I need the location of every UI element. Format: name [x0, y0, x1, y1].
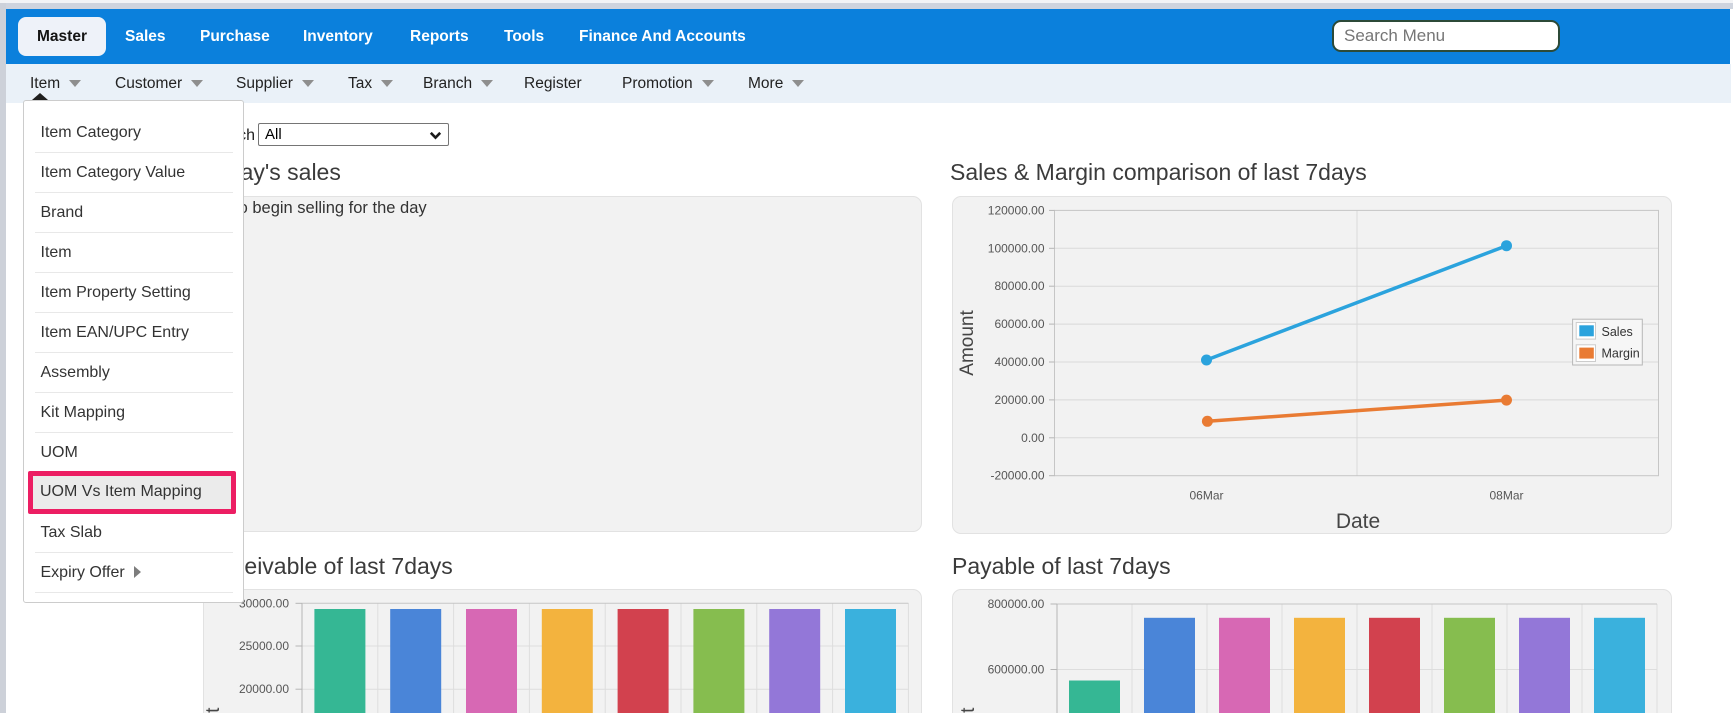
svg-text:20000.00: 20000.00 — [994, 393, 1044, 407]
svg-text:Amount: Amount — [957, 310, 978, 376]
svg-text:08Mar: 08Mar — [1489, 489, 1523, 503]
svg-text:800000.00: 800000.00 — [988, 597, 1045, 611]
svg-text:-20000.00: -20000.00 — [990, 469, 1044, 483]
svg-text:120000.00: 120000.00 — [988, 203, 1045, 217]
svg-text:25000.00: 25000.00 — [239, 639, 289, 653]
svg-text:nt: nt — [958, 707, 979, 713]
svg-text:100000.00: 100000.00 — [988, 241, 1045, 255]
svg-text:30000.00: 30000.00 — [239, 596, 289, 610]
svg-text:nt: nt — [203, 707, 224, 713]
svg-text:80000.00: 80000.00 — [994, 279, 1044, 293]
svg-text:60000.00: 60000.00 — [994, 317, 1044, 331]
svg-text:Sales: Sales — [1602, 325, 1633, 339]
svg-text:06Mar: 06Mar — [1189, 489, 1223, 503]
svg-text:Date: Date — [1336, 510, 1380, 533]
svg-text:40000.00: 40000.00 — [994, 355, 1044, 369]
svg-text:20000.00: 20000.00 — [239, 682, 289, 696]
svg-text:0.00: 0.00 — [1021, 431, 1045, 445]
svg-text:Margin: Margin — [1602, 346, 1640, 360]
svg-text:600000.00: 600000.00 — [988, 663, 1045, 677]
